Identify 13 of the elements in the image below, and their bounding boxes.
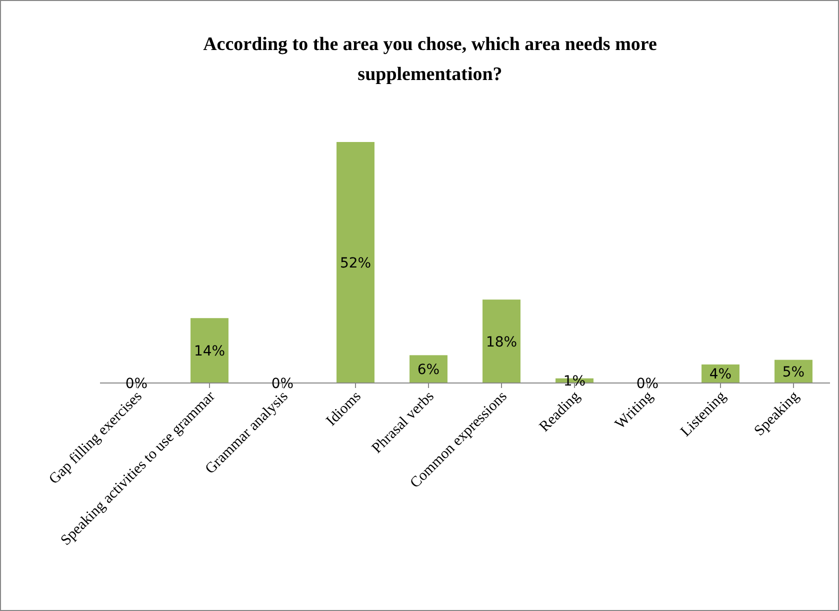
bar <box>482 300 520 383</box>
data-label: 0% <box>271 376 294 392</box>
data-label: 18% <box>486 334 518 350</box>
data-label: 5% <box>782 364 805 380</box>
data-label: 4% <box>709 366 732 383</box>
data-label: 52% <box>340 256 372 272</box>
bar <box>190 318 228 383</box>
chart-title: According to the area you chose, which area needs more supplementation? <box>203 34 657 85</box>
data-label: 0% <box>125 376 148 392</box>
data-label: 14% <box>194 344 226 360</box>
data-label: 0% <box>636 376 659 392</box>
bar <box>336 142 374 383</box>
data-label: 6% <box>417 362 440 378</box>
